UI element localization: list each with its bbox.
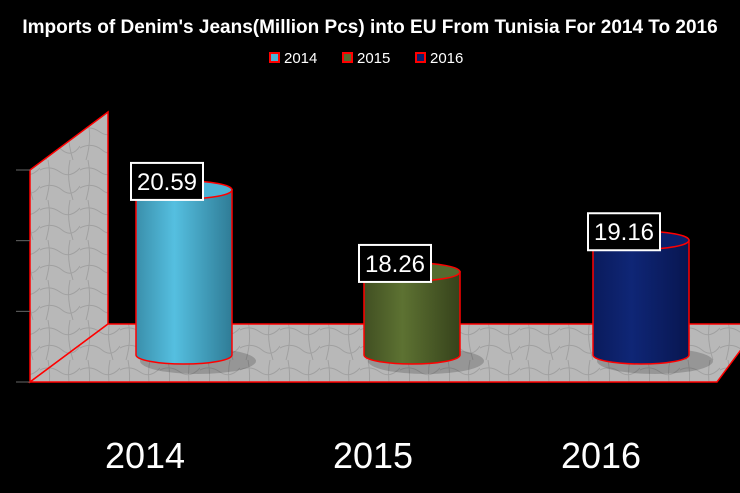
data-label: 18.26 [365, 251, 425, 278]
data-label-box [358, 243, 432, 283]
category-label-2014: 2014 [105, 435, 185, 476]
category-labels: 2014 2015 2016 [105, 435, 641, 476]
legend-label-2015: 2015 [357, 50, 390, 67]
bar-2015: 18.26 [358, 243, 484, 374]
data-label-box [587, 212, 661, 252]
category-label-2016: 2016 [561, 435, 641, 476]
data-label-box [130, 161, 204, 201]
legend-swatch-2016 [415, 52, 426, 63]
bar-body [592, 239, 690, 365]
bar-body [135, 189, 233, 365]
legend-label-2016: 2016 [430, 50, 463, 67]
data-label: 20.59 [137, 169, 197, 196]
bar-2016: 19.16 [587, 212, 713, 374]
bar-2014: 20.59 [130, 161, 256, 374]
category-label-2015: 2015 [333, 435, 413, 476]
bar-body [363, 271, 461, 365]
data-label: 19.16 [594, 219, 654, 246]
legend-swatch-2015 [342, 52, 353, 63]
y-axis-ticks [16, 169, 30, 383]
legend: 2014 2015 2016 [269, 50, 463, 67]
legend-swatch-2014 [269, 52, 280, 63]
bars: 20.59 18.26 19.16 [130, 161, 713, 374]
legend-label-2014: 2014 [284, 50, 317, 67]
chart-title: Imports of Denim's Jeans(Million Pcs) in… [22, 17, 717, 38]
